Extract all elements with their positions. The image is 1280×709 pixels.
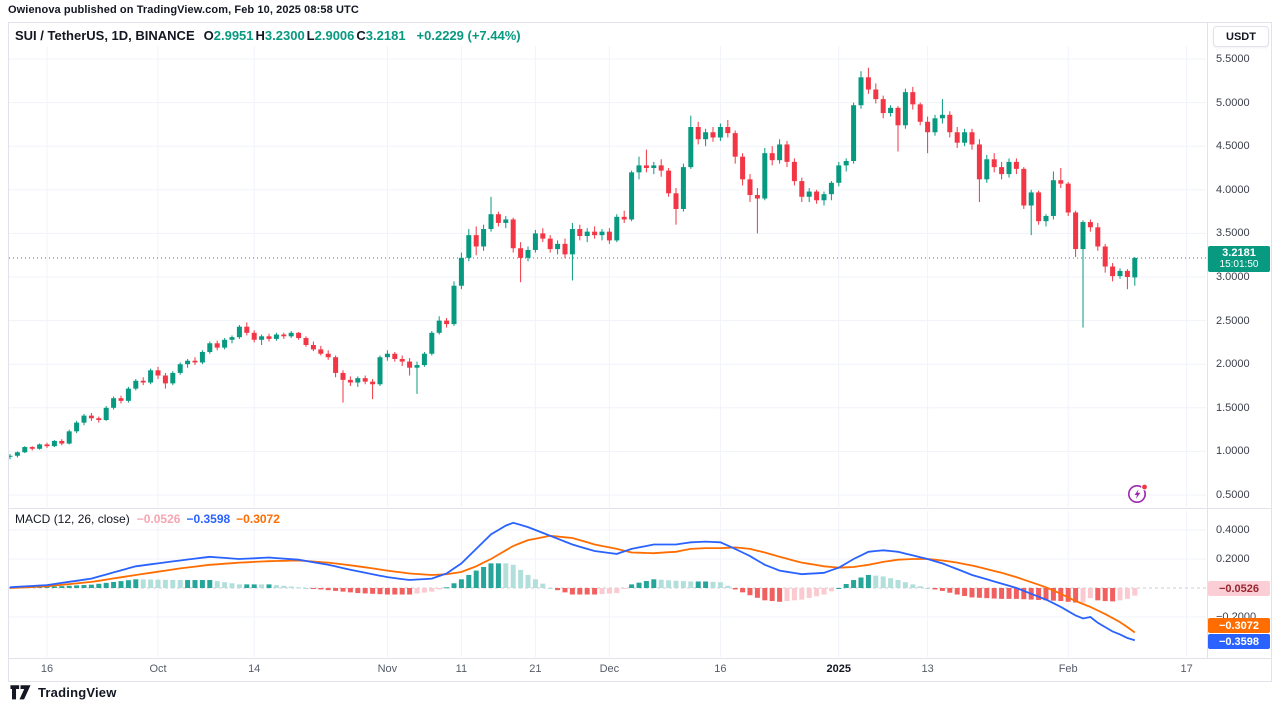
gridlines <box>9 46 1206 657</box>
lightning-button[interactable] <box>1126 481 1150 505</box>
macd-indicator-title[interactable]: MACD (12, 26, close) <box>15 512 130 526</box>
tradingview-logo[interactable]: TradingView <box>10 684 117 701</box>
time-axis-label: Feb <box>1058 663 1078 675</box>
time-axis-label: Nov <box>377 663 398 675</box>
time-axis-label: 21 <box>529 663 542 675</box>
price-axis-label: 5.5000 <box>1216 53 1250 65</box>
publish-attribution: Owienova published on TradingView.com, F… <box>8 4 359 16</box>
macd-histogram <box>9 563 1138 603</box>
time-axis-label: 16 <box>714 663 727 675</box>
macd-axis-label: 0.4000 <box>1216 524 1250 536</box>
ohlc-l: L2.9006 <box>306 28 355 43</box>
price-axis-label: 3.0000 <box>1216 271 1250 283</box>
price-axis-label: 4.0000 <box>1216 183 1250 196</box>
macd-indicator-values: −0.0526 −0.3598 −0.3072 <box>137 512 286 526</box>
time-axis-label: Oct <box>149 663 167 675</box>
macd-value-signal: −0.3072 <box>236 512 280 526</box>
last-price-label: 3.2181 15:01:50 <box>1208 246 1270 272</box>
price-axis-label: 3.5000 <box>1216 227 1250 240</box>
candlestick-series <box>9 67 1138 460</box>
lightning-icon <box>1128 483 1148 503</box>
time-axis-label: 13 <box>921 663 934 675</box>
time-axis-label: Dec <box>599 663 620 675</box>
price-axis-label: 5.0000 <box>1216 96 1250 109</box>
macd-axis-value-label: −0.3598 <box>1208 634 1270 649</box>
macd-line <box>9 521 1136 642</box>
time-axis-label: 2025 <box>826 663 852 675</box>
macd-lines <box>9 521 1136 642</box>
ohlc-h: H3.2300 <box>255 28 305 43</box>
price-axis-label: 2.5000 <box>1216 314 1250 327</box>
bar-countdown: 15:01:50 <box>1219 259 1259 270</box>
time-axis-label: 16 <box>40 663 54 675</box>
time-axis-label: 11 <box>455 663 468 675</box>
ohlc-c: C3.2181 <box>356 28 406 43</box>
price-axis-label: 4.5000 <box>1216 140 1250 153</box>
notification-dot <box>1142 484 1147 490</box>
currency-button[interactable]: USDT <box>1213 26 1269 47</box>
symbol-title[interactable]: SUI / TetherUS, 1D, BINANCE <box>15 28 195 43</box>
price-axis-label: 0.5000 <box>1216 489 1250 501</box>
time-axis-label: 17 <box>1180 663 1193 675</box>
tradingview-logo-text: TradingView <box>38 685 117 700</box>
macd-axis-label: 0.2000 <box>1216 553 1250 565</box>
macd-axis-value-label: −0.0526 <box>1208 581 1270 596</box>
symbol-header: SUI / TetherUS, 1D, BINANCE O2.9951 H3.23… <box>15 28 521 43</box>
change-value: +0.2229 (+7.44%) <box>416 28 521 43</box>
ohlc-values: O2.9951 H3.2300 L2.9006 C3.2181 <box>204 28 408 43</box>
pane-separators <box>8 22 1272 682</box>
price-axis-label: 1.0000 <box>1216 445 1250 458</box>
time-axis-label: 14 <box>248 663 261 675</box>
macd-value-hist: −0.0526 <box>136 512 181 526</box>
macd-value-macd: −0.3598 <box>186 512 231 526</box>
tradingview-logo-icon <box>10 685 31 700</box>
macd-status-row: MACD (12, 26, close) −0.0526 −0.3598 −0.30… <box>15 512 286 526</box>
ohlc-o: O2.9951 <box>203 28 254 43</box>
signal-line <box>9 534 1136 634</box>
macd-axis-value-label: −0.3072 <box>1208 618 1270 633</box>
price-axis-label: 1.5000 <box>1216 401 1250 414</box>
price-axis-label: 2.0000 <box>1216 358 1250 371</box>
